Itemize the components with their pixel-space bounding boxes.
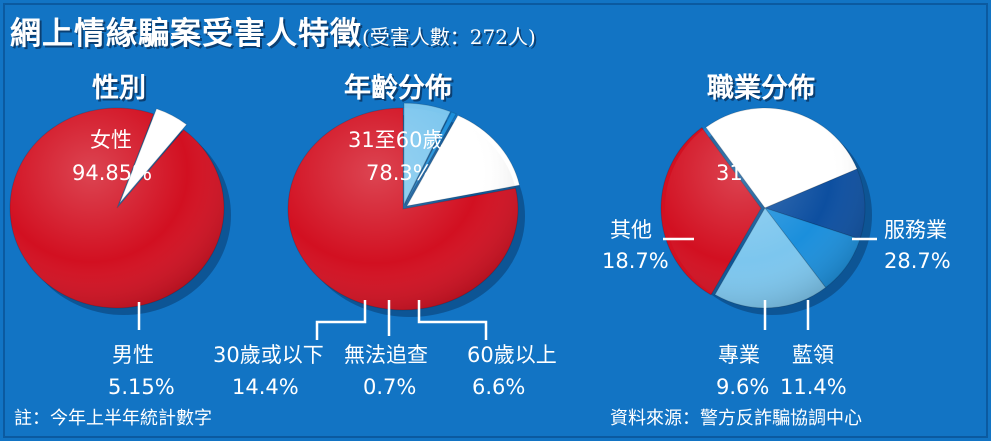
value-31-60: 78.3% <box>366 161 433 185</box>
chart-title-occupation: 職業分佈 <box>707 73 815 104</box>
value-over60: 6.6% <box>472 375 525 399</box>
label-under30: 30歲或以下 <box>213 343 324 367</box>
leader-under30 <box>315 300 367 340</box>
pie-highlight <box>288 108 518 310</box>
value-professional: 9.6% <box>716 375 769 399</box>
label-female: 女性 <box>90 128 132 152</box>
pie-occupation <box>660 107 872 315</box>
value-female: 94.85% <box>72 161 152 185</box>
value-untraceable: 0.7% <box>363 375 416 399</box>
label-over60: 60歲以上 <box>467 343 557 367</box>
value-whitecollar: 31.6% <box>716 161 783 185</box>
leader-lines <box>137 237 877 340</box>
label-31-60: 31至60歲 <box>348 128 443 152</box>
footer-note: 註：今年上半年統計數字 <box>14 408 212 429</box>
chart-title-age: 年齡分佈 <box>344 73 452 104</box>
page-title: 網上情緣騙案受害人特徵(受害人數：272人) <box>10 16 536 52</box>
label-untraceable: 無法追查 <box>344 343 428 367</box>
pie-age <box>287 102 525 317</box>
pie-gender <box>9 107 231 315</box>
value-other: 18.7% <box>602 249 669 273</box>
value-male: 5.15% <box>108 375 175 399</box>
label-male: 男性 <box>112 343 154 367</box>
title-bar: 網上情緣騙案受害人特徵(受害人數：272人) <box>6 6 985 52</box>
pie-highlight <box>10 108 224 308</box>
label-other: 其他 <box>610 218 652 242</box>
value-bluecollar: 11.4% <box>780 375 847 399</box>
label-whitecollar: 白領 <box>722 128 764 152</box>
label-service: 服務業 <box>884 218 947 242</box>
value-under30: 14.4% <box>232 375 299 399</box>
label-bluecollar: 藍領 <box>792 343 834 367</box>
page-subtitle: (受害人數：272人) <box>362 25 536 49</box>
leader-over60 <box>417 300 488 340</box>
label-professional: 專業 <box>718 343 760 367</box>
value-service: 28.7% <box>884 249 951 273</box>
pie-highlight <box>665 108 865 308</box>
chart-title-gender: 性別 <box>92 73 146 104</box>
footer-source: 資料來源：警方反詐騙協調中心 <box>610 408 862 429</box>
